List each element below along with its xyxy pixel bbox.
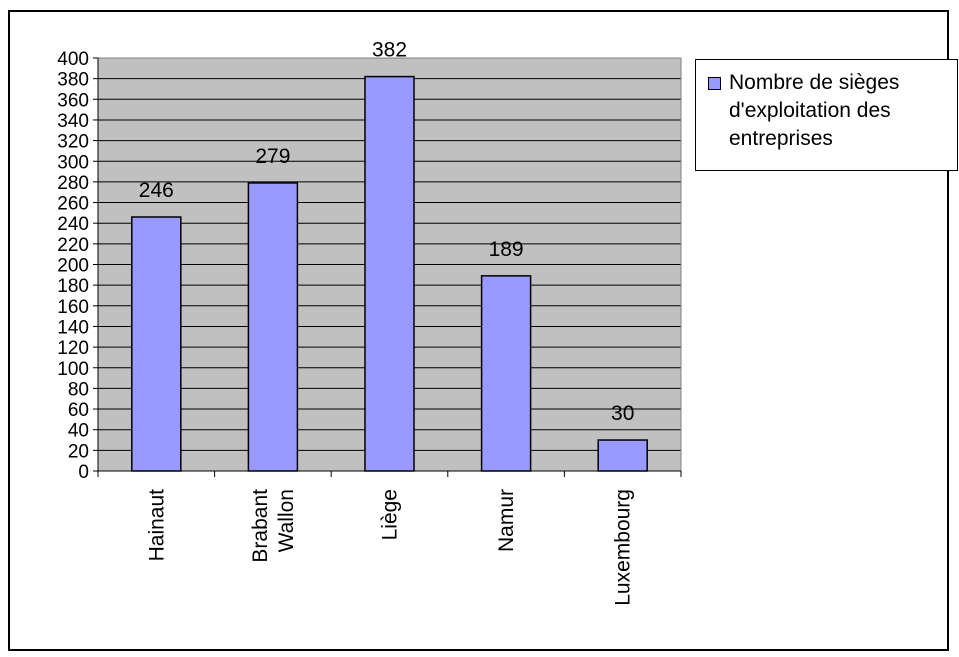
legend-label: Nombre de sièges d'exploitation des entr… [729,71,900,150]
y-tick-label: 380 [57,70,89,91]
legend: Nombre de sièges d'exploitation des entr… [695,59,958,171]
y-tick-label: 220 [57,235,89,256]
y-tick-label: 160 [57,297,89,318]
y-tick-label: 280 [57,173,89,194]
x-category-label: Brabant [249,489,272,563]
y-tick-label: 100 [57,359,89,380]
y-tick-label: 240 [57,214,89,235]
y-tick-label: 260 [57,194,89,215]
y-tick-label: 180 [57,276,89,297]
y-tick-label: 360 [57,90,89,111]
x-category-label: Namur [495,489,518,552]
data-label: 382 [372,39,407,62]
data-label: 246 [139,179,174,202]
y-tick-label: 300 [57,152,89,173]
bar-brabant-wallon [247,182,299,472]
x-category-label: Liège [379,489,402,540]
bar-luxembourg [597,439,648,472]
y-tick-label: 200 [57,256,89,277]
y-tick-label: 340 [57,111,89,132]
legend-swatch [708,77,721,90]
plot-area: 0204060801001201401601802002202402602803… [57,39,682,606]
y-tick-label: 120 [57,338,89,359]
x-category-label: Hainaut [145,489,168,562]
y-tick-label: 400 [57,49,89,70]
data-label: 189 [489,238,524,261]
x-category-label: Luxembourg [612,489,635,606]
y-tick-label: 20 [68,441,89,462]
bar-hainaut [131,216,182,472]
y-tick-label: 60 [68,400,89,421]
bar-namur [480,275,532,472]
y-tick-label: 320 [57,132,89,153]
y-tick-label: 80 [68,379,89,400]
bar-liège [364,75,415,472]
y-tick-label: 0 [78,462,89,483]
data-label: 279 [255,145,290,168]
x-category-label: Wallon [275,489,298,552]
y-tick-label: 140 [57,317,89,338]
y-tick-label: 40 [68,421,89,442]
data-label: 30 [611,402,634,425]
